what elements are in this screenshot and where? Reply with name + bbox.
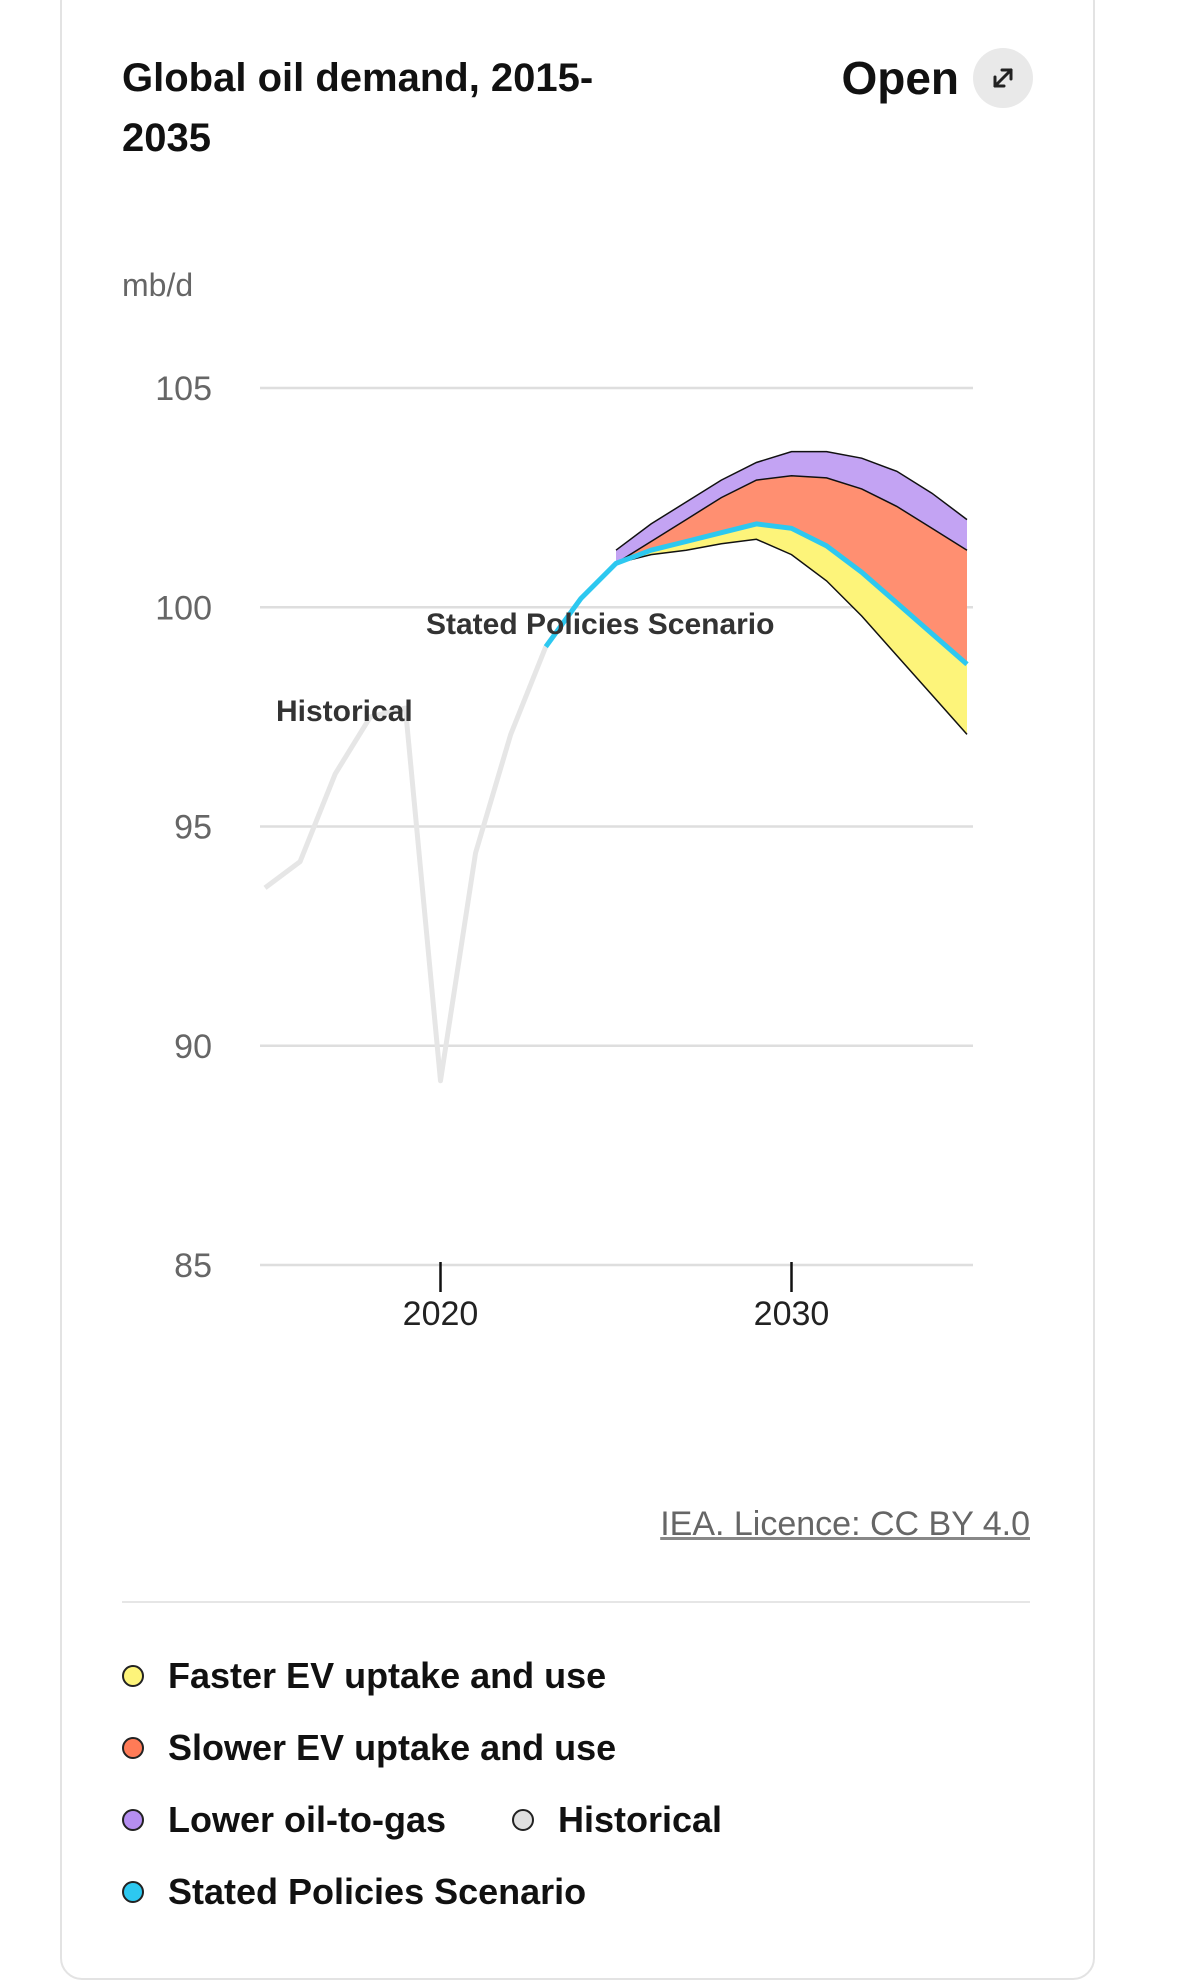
legend-item-slower-ev[interactable]: Slower EV uptake and use — [122, 1727, 616, 1769]
legend-dot-historical — [512, 1809, 534, 1831]
chart-annotations: Historical Stated Policies Scenario — [276, 608, 774, 728]
legend-label-historical: Historical — [558, 1799, 723, 1840]
area-lower-oil-to-gas — [616, 451, 967, 564]
series-lines — [263, 521, 969, 1084]
legend-dot-stated-policies — [122, 1881, 144, 1903]
scenario-areas — [615, 450, 968, 735]
area-slower-ev — [616, 475, 967, 665]
legend-label-stated-policies: Stated Policies Scenario — [168, 1871, 587, 1912]
area-faster-ev — [616, 523, 967, 735]
x-tick-label-2020: 2020 — [403, 1295, 479, 1333]
line-stated-policies — [543, 521, 969, 667]
annotation-historical: Historical — [276, 695, 413, 728]
expand-arrows-icon — [973, 48, 1033, 108]
legend-label-slower-ev: Slower EV uptake and use — [168, 1727, 617, 1768]
legend-item-faster-ev[interactable]: Faster EV uptake and use — [122, 1655, 606, 1697]
legend-label-lower-oil-to-gas: Lower oil-to-gas — [168, 1799, 446, 1840]
legend-item-stated-policies[interactable]: Stated Policies Scenario — [122, 1871, 586, 1913]
y-tick-label-85: 85 — [174, 1247, 212, 1285]
oil-demand-chart: mb/d 85 90 95 100 105 2020 2030 Historical Stat… — [122, 267, 973, 1333]
line-historical — [263, 645, 549, 1084]
annotation-stated-policies: Stated Policies Scenario — [426, 608, 774, 641]
edge-lower-oil-to-gas — [615, 450, 968, 551]
axis-ticks: 85 90 95 100 105 2020 2030 — [155, 370, 829, 1333]
edge-faster-ev-uptake-and-use — [615, 538, 968, 735]
y-tick-label-100: 100 — [155, 589, 212, 627]
legend-divider — [122, 1601, 1030, 1603]
x-tick-label-2030: 2030 — [754, 1295, 830, 1333]
source-link[interactable]: IEA. Licence: CC BY 4.0 — [660, 1505, 1030, 1543]
chart-card — [60, 0, 1095, 1980]
legend-label-faster-ev: Faster EV uptake and use — [168, 1655, 607, 1696]
y-tick-label-95: 95 — [174, 809, 212, 847]
y-tick-label-105: 105 — [155, 370, 212, 408]
chart-title: Global oil demand, 2015-2035 — [122, 56, 594, 160]
y-axis-label: mb/d — [122, 267, 193, 303]
open-button[interactable]: Open — [841, 48, 1033, 108]
legend-item-historical[interactable]: Historical — [512, 1799, 722, 1841]
edge-slower-ev-uptake-and-use — [615, 474, 968, 565]
legend-item-lower-oil-to-gas[interactable]: Lower oil-to-gas — [122, 1799, 446, 1841]
open-label: Open — [841, 52, 959, 104]
legend-dot-lower-oil-to-gas — [122, 1809, 144, 1831]
legend-dot-faster-ev — [122, 1665, 144, 1687]
y-tick-label-90: 90 — [174, 1028, 212, 1066]
legend-dot-slower-ev — [122, 1737, 144, 1759]
